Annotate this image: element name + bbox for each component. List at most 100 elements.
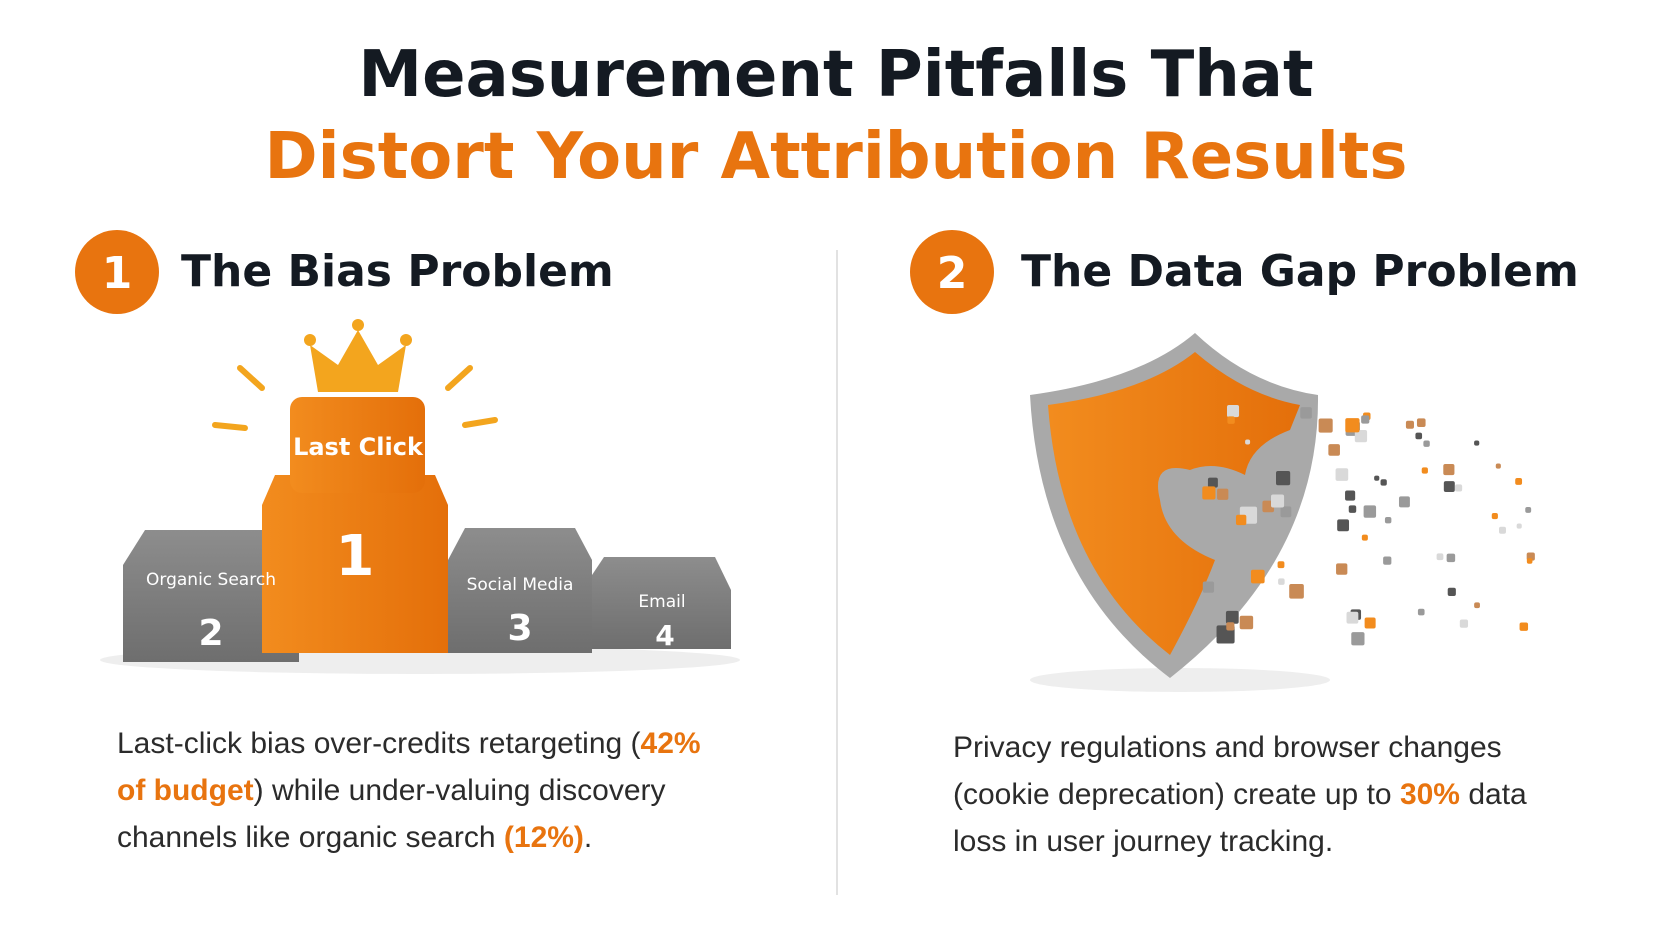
text-segment: Last-click bias over-credits retargeting… (117, 727, 641, 760)
particle (1227, 416, 1235, 424)
paragraph: Last-click bias over-credits retargeting… (117, 720, 737, 861)
particle (1405, 420, 1414, 429)
podium-label: Organic Search (146, 570, 276, 590)
block-3 (448, 528, 592, 653)
particle (1416, 418, 1426, 427)
particle (1515, 477, 1523, 485)
particle (1436, 553, 1444, 561)
particle (1361, 415, 1370, 424)
particle (1383, 556, 1392, 565)
particle (1474, 440, 1480, 446)
particle (1519, 622, 1529, 631)
particle (1525, 506, 1532, 513)
particle (1328, 444, 1340, 456)
block-1 (262, 475, 448, 653)
particle (1276, 471, 1291, 486)
particle (1491, 512, 1498, 520)
particle (1447, 587, 1456, 596)
particle (1300, 407, 1312, 419)
number: 1 (102, 248, 133, 299)
text-segment: ) while under-valuing discovery channels… (117, 774, 666, 854)
particle (1217, 488, 1229, 500)
block-2 (123, 530, 299, 662)
particle (1336, 563, 1348, 575)
particle (1474, 602, 1480, 609)
particle (1384, 516, 1392, 524)
last-click-box (290, 397, 425, 493)
particle (1226, 405, 1240, 418)
title-line-1: Measurement Pitfalls That (358, 38, 1313, 112)
particle (1346, 611, 1359, 624)
podium-label: Last Click (293, 433, 424, 461)
number-badge (910, 230, 994, 314)
text-segment: . (583, 821, 593, 854)
particle (1348, 505, 1357, 513)
particle (1318, 418, 1333, 433)
number: 2 (937, 248, 968, 299)
number-badge (75, 230, 159, 314)
particle (1459, 619, 1469, 628)
particle (1278, 578, 1285, 585)
particle (1443, 464, 1455, 476)
highlight: 42% of budget (117, 727, 701, 807)
particle (1202, 486, 1216, 500)
podium: Last Click 1 Organic Search 2 Social Med… (100, 319, 740, 674)
particle (1361, 534, 1368, 541)
particle (1335, 468, 1349, 481)
section-title: The Data Gap Problem (1021, 246, 1579, 297)
particle (1417, 608, 1425, 616)
particle (1443, 481, 1455, 493)
crown-dot (400, 334, 412, 346)
particle (1345, 490, 1356, 501)
particle (1354, 430, 1368, 443)
podium-rank: 2 (198, 613, 223, 654)
particle (1446, 553, 1456, 563)
title-line-2: Distort Your Attribution Results (265, 120, 1408, 194)
particle (1280, 506, 1292, 518)
particle (1202, 581, 1215, 593)
section-title: The Bias Problem (181, 246, 614, 297)
particle (1526, 558, 1533, 564)
text-segment: data loss in user journey tracking. (953, 778, 1527, 858)
particle (1495, 463, 1501, 469)
particle (1364, 617, 1376, 629)
rays (212, 365, 498, 431)
crown (310, 330, 406, 392)
text-segment: Privacy regulations and browser changes … (953, 731, 1502, 811)
particle (1374, 475, 1380, 481)
particle (1345, 418, 1360, 433)
particle (1289, 583, 1304, 599)
particle (1207, 477, 1218, 488)
particle (1250, 569, 1265, 584)
highlight: (12%) (503, 821, 584, 854)
particle (1271, 494, 1285, 508)
paragraph: Privacy regulations and browser changes … (953, 724, 1573, 865)
particle (1398, 496, 1410, 508)
particle (1499, 526, 1506, 534)
particle (1351, 632, 1365, 646)
podium-label: Social Media (467, 575, 574, 595)
particle (1245, 439, 1251, 445)
crown-dot (352, 319, 364, 331)
particle (1380, 479, 1387, 486)
podium-rank: 3 (507, 608, 532, 649)
particle (1455, 484, 1463, 492)
particle (1423, 440, 1430, 447)
particle (1337, 519, 1350, 532)
podium-rank: 1 (336, 524, 375, 589)
podium-label: Email (638, 592, 685, 612)
particle (1363, 505, 1377, 518)
particle (1226, 622, 1235, 631)
block-4 (592, 557, 731, 649)
highlight: 30% (1399, 778, 1460, 811)
particle (1225, 610, 1239, 624)
particle (1421, 467, 1428, 474)
particle (1235, 514, 1247, 526)
crown-dot (304, 334, 316, 346)
particle (1239, 615, 1254, 630)
podium-rank: 4 (655, 619, 674, 652)
particle (1277, 561, 1285, 569)
particle (1516, 523, 1522, 529)
